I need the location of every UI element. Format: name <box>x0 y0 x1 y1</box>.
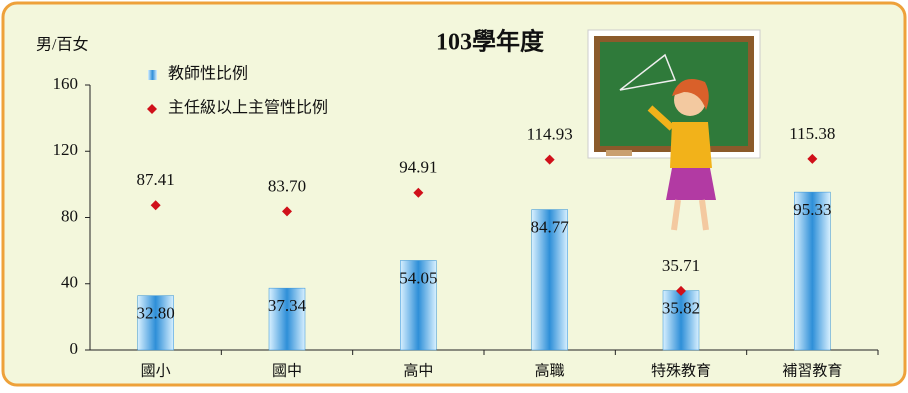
y-tick-label: 80 <box>61 206 78 225</box>
x-tick-label: 高中 <box>403 362 433 379</box>
arm <box>647 105 675 131</box>
legend-swatch <box>147 104 157 114</box>
marker-value-label: 87.41 <box>137 170 175 189</box>
diamond-marker <box>413 187 424 198</box>
x-tick-label: 補習教育 <box>782 362 842 379</box>
marker-value-label: 114.93 <box>527 125 573 144</box>
chart-title: 103學年度 <box>436 28 545 56</box>
board-drawing <box>619 53 677 91</box>
bar-value-label: 35.82 <box>662 299 700 318</box>
bar-value-label: 32.80 <box>137 304 175 323</box>
skirt <box>666 168 716 200</box>
diamond-marker <box>807 153 818 164</box>
y-tick-label: 40 <box>61 273 78 292</box>
legend-label: 主任級以上主管性比例 <box>168 99 328 117</box>
bar <box>662 290 700 351</box>
bar-value-label: 54.05 <box>399 268 437 287</box>
diamond-marker <box>150 200 161 211</box>
bar <box>400 260 437 351</box>
y-tick-label: 160 <box>53 74 79 93</box>
marker-value-label: 94.91 <box>399 158 437 177</box>
teacher-illustration <box>587 29 761 231</box>
marker-value-label: 35.71 <box>662 256 700 275</box>
bar <box>794 191 831 351</box>
x-tick-label: 國中 <box>272 362 302 379</box>
shirt <box>670 122 712 168</box>
eraser <box>606 150 632 156</box>
bar <box>531 209 568 351</box>
bar-value-label: 37.34 <box>268 296 307 315</box>
legend-swatch <box>148 70 157 80</box>
bar-value-label: 84.77 <box>531 218 570 237</box>
legs <box>671 199 709 231</box>
bar <box>137 295 174 351</box>
bar-value-label: 95.33 <box>793 200 831 219</box>
hair <box>672 79 709 110</box>
y-axis-label: 男/百女 <box>36 35 88 54</box>
x-tick-label: 國小 <box>141 362 171 379</box>
y-tick-label: 120 <box>53 140 79 159</box>
x-tick-label: 特殊教育 <box>651 362 711 379</box>
bar <box>268 287 306 351</box>
marker-value-label: 115.38 <box>789 124 835 143</box>
legend-label: 教師性比例 <box>168 65 248 83</box>
x-tick-label: 高職 <box>535 362 565 379</box>
diamond-marker <box>282 206 292 217</box>
marker-value-label: 83.70 <box>268 176 306 195</box>
diamond-marker <box>676 285 686 296</box>
diamond-marker <box>544 154 555 165</box>
y-tick-label: 0 <box>70 339 79 358</box>
